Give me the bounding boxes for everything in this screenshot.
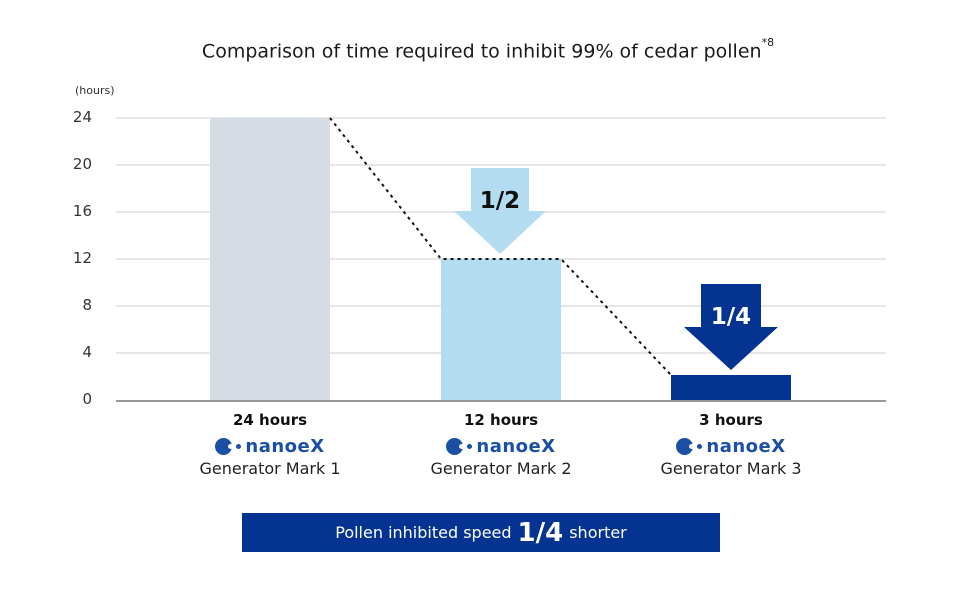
bar-mark-1 [210, 118, 330, 400]
x-axis-baseline [116, 400, 886, 402]
category-name: Generator Mark 1 [199, 459, 341, 478]
summary-banner: Pollen inhibited speed 1/4 shorter [242, 513, 720, 552]
bar-mark-2 [441, 259, 561, 400]
arrow-quarter: 1/4 [684, 284, 778, 370]
value-label: 3 hours [699, 411, 763, 429]
arrow-half: 1/2 [454, 168, 546, 254]
gridline [116, 117, 886, 119]
banner-highlight: 1/4 [517, 517, 564, 548]
footnote-marker: *8 [761, 36, 775, 49]
category-name: Generator Mark 3 [660, 459, 802, 478]
category-name: Generator Mark 2 [430, 459, 572, 478]
category-mark-3: 3 hours nanoeX Generator Mark 3 [616, 411, 846, 478]
nanoex-logo-icon: nanoeX [386, 435, 616, 457]
down-arrow-icon [684, 284, 778, 370]
nanoex-logo-icon: nanoeX [616, 435, 846, 457]
bar-mark-3 [671, 375, 791, 400]
y-tick-4: 4 [82, 343, 92, 361]
y-tick-8: 8 [82, 296, 92, 314]
y-tick-0: 0 [82, 390, 92, 408]
down-arrow-icon [454, 168, 546, 254]
value-label: 12 hours [463, 411, 539, 429]
chart-title: Comparison of time required to inhibit 9… [201, 36, 775, 63]
category-mark-1: 24 hours nanoeX Generator Mark 1 [155, 411, 385, 478]
gridline [116, 164, 886, 166]
y-tick-16: 16 [72, 202, 92, 220]
y-tick-24: 24 [72, 108, 92, 126]
value-label: 24 hours [232, 411, 308, 429]
y-axis-unit: (hours) [75, 84, 115, 97]
y-tick-20: 20 [72, 155, 92, 173]
nanoex-logo-icon: nanoeX [155, 435, 385, 457]
y-tick-12: 12 [72, 249, 92, 267]
category-mark-2: 12 hours nanoeX Generator Mark 2 [386, 411, 616, 478]
